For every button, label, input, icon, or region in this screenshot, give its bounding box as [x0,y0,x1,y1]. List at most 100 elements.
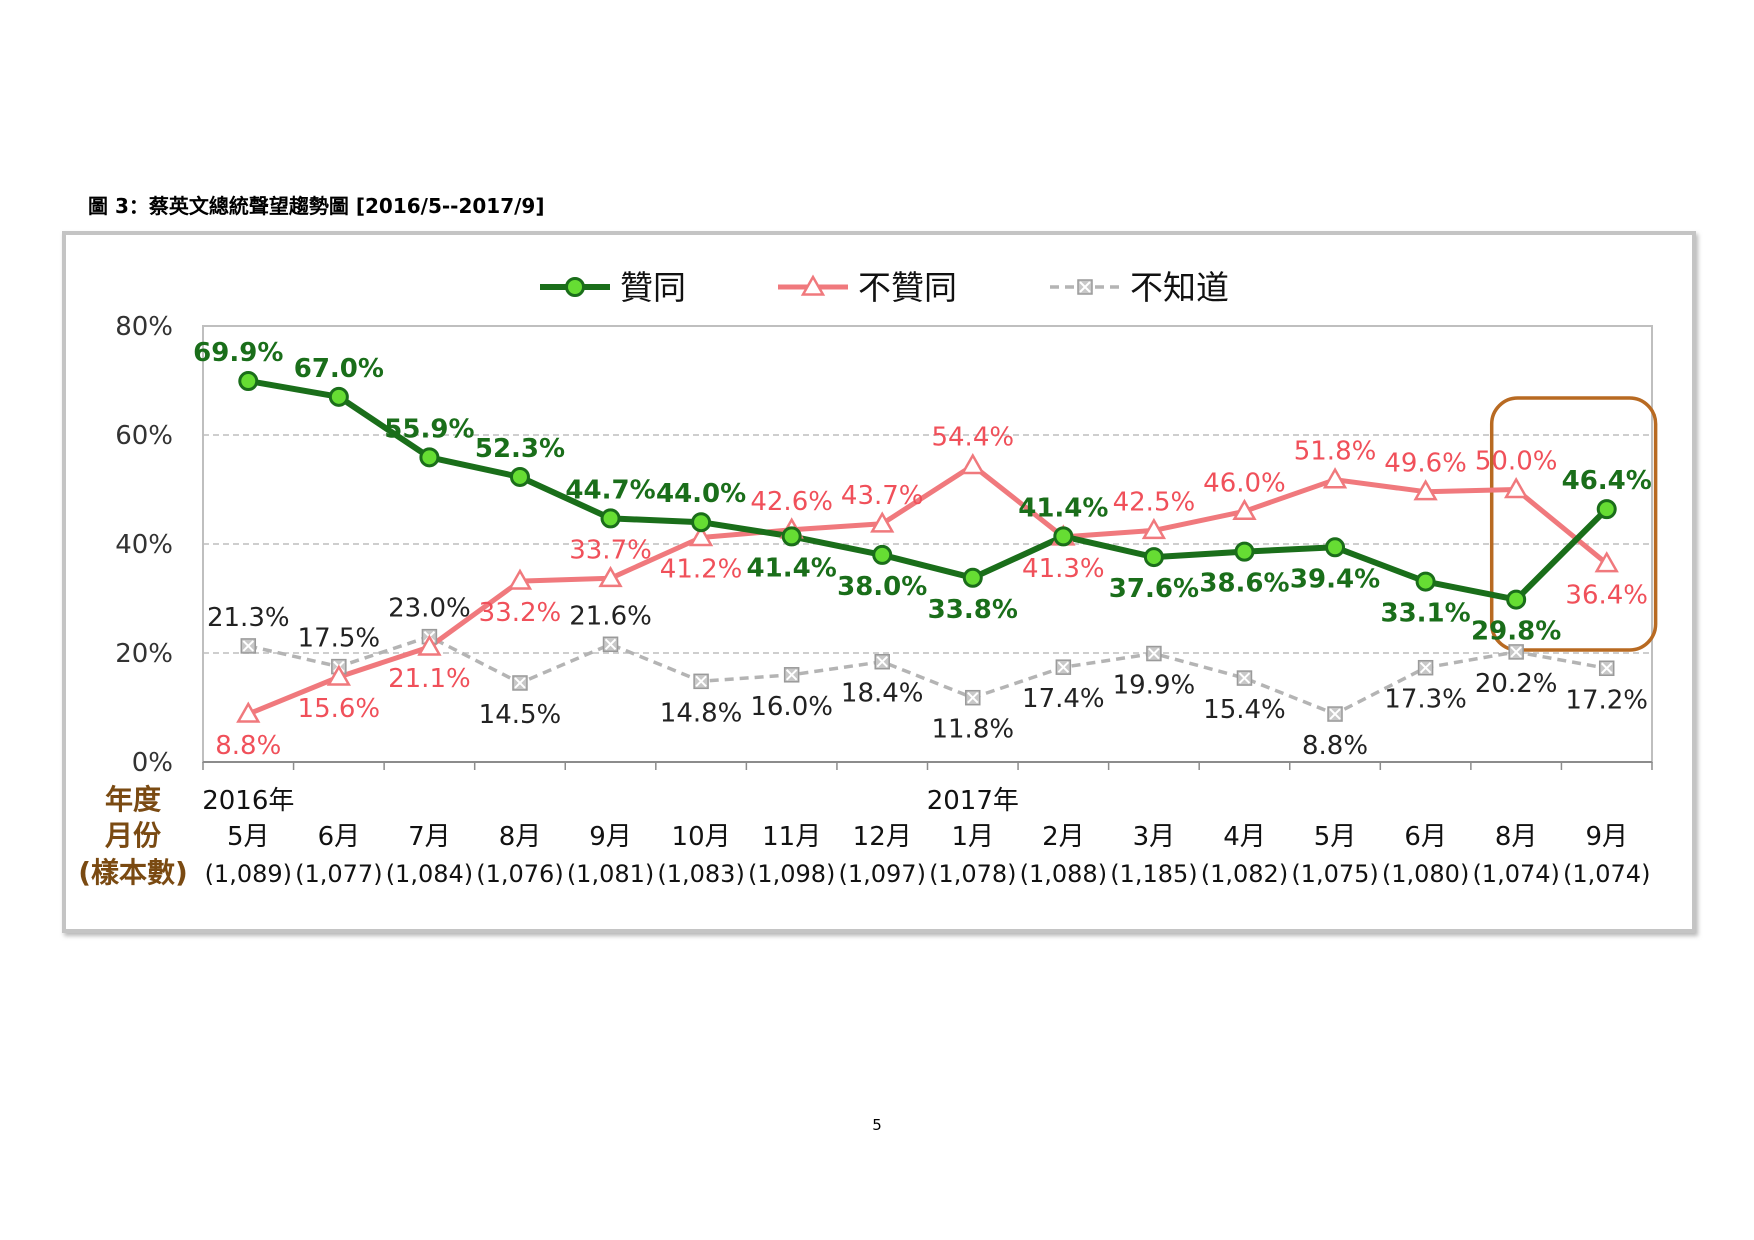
data-label-approve: 38.0% [837,572,927,602]
data-label-dontknow: 17.4% [1022,684,1105,714]
data-label-approve: 69.9% [193,338,283,368]
marker-dontknow [240,638,257,654]
data-label-approve: 33.1% [1380,599,1470,629]
data-label-dontknow: 15.4% [1203,695,1286,725]
data-label-dontknow: 11.8% [931,715,1014,745]
x-month-label: 9月 [1585,822,1628,852]
x-sample-label: (1,185) [1110,860,1197,888]
data-label-approve: 29.8% [1471,617,1561,647]
x-month-label: 4月 [1223,822,1266,852]
marker-approve [781,526,802,547]
x-month-label: 5月 [1314,822,1357,852]
marker-cross [695,675,707,688]
data-label-approve: 44.0% [656,479,746,509]
x-sample-label: (1,089) [205,860,292,888]
marker-dontknow [1417,659,1434,676]
marker-dontknow [1236,670,1253,686]
data-label-approve: 52.3% [475,434,565,464]
marker-cross [604,638,617,650]
marker-disapprove [1594,551,1619,573]
x-month-label: 10月 [672,822,731,852]
marker-approve [600,508,621,529]
marker-dontknow [693,673,709,690]
figure-title: 圖 3：蔡英文總統聲望趨勢圖 [2016/5--2017/9] [88,194,545,218]
x-sample-label: (1,088) [1020,860,1107,888]
data-label-dontknow: 8.8% [1302,731,1368,761]
marker-approve [419,447,440,468]
x-month-label: 3月 [1133,822,1176,852]
data-label-approve: 55.9% [384,414,474,444]
legend-marker-approve [565,277,585,297]
marker-approve [1325,537,1346,558]
marker-approve [1596,499,1617,520]
data-label-dontknow: 19.9% [1113,671,1196,701]
x-month-label: 6月 [1404,822,1447,852]
x-month-label: 9月 [589,822,632,852]
marker-cross [1057,661,1070,673]
data-label-disapprove: 51.8% [1294,437,1377,467]
marker-disapprove [870,511,895,533]
marker-disapprove [688,524,714,547]
data-label-dontknow: 14.8% [660,698,743,728]
marker-approve [1506,589,1527,610]
data-label-disapprove: 33.2% [479,598,562,628]
marker-disapprove [1413,479,1438,501]
marker-cross [785,669,798,681]
y-tick-label: 0% [132,748,173,778]
x-row-label: 月份 [104,819,161,852]
x-month-label: 12月 [853,822,912,852]
data-label-dontknow: 14.5% [479,700,562,730]
data-label-approve: 37.6% [1109,574,1199,604]
x-sample-label: (1,097) [839,860,926,888]
x-month-label: 7月 [408,822,451,852]
data-label-disapprove: 42.5% [1113,487,1196,517]
marker-dontknow [512,675,528,691]
marker-dontknow [1598,660,1615,677]
x-month-label: 1月 [952,822,995,852]
x-year-label: 2016年 [202,786,294,816]
marker-cross [1079,281,1091,293]
y-tick-label: 80% [115,312,173,342]
marker-approve [1234,541,1255,562]
x-month-label: 8月 [1495,822,1538,852]
data-label-dontknow: 17.2% [1565,685,1648,715]
data-label-approve: 38.6% [1199,569,1289,599]
legend-label-dontknow: 不知道 [1130,268,1229,307]
data-label-approve: 33.8% [928,595,1018,625]
marker-disapprove [326,664,351,686]
x-month-label: 8月 [499,822,542,852]
marker-dontknow [1327,706,1343,722]
marker-dontknow [1146,645,1162,662]
y-tick-label: 40% [115,530,173,560]
x-sample-label: (1,078) [929,860,1016,888]
data-label-disapprove: 54.4% [931,423,1014,453]
x-month-label: 5月 [227,822,270,852]
legend-marker-dontknow [1077,279,1093,295]
marker-disapprove [417,634,442,656]
x-sample-label: (1,074) [1472,860,1559,888]
marker-dontknow [965,689,981,706]
data-label-dontknow: 23.0% [388,594,471,624]
data-label-dontknow: 20.2% [1475,669,1558,699]
x-sample-label: (1,084) [386,860,473,888]
marker-cross [514,677,526,689]
x-month-label: 6月 [318,822,361,852]
data-label-disapprove: 41.3% [1022,554,1105,584]
marker-approve [1143,547,1164,568]
marker-dontknow [783,667,800,683]
x-sample-label: (1,074) [1563,860,1650,888]
data-label-disapprove: 42.6% [750,487,833,517]
marker-cross [967,691,979,704]
marker-disapprove [1322,467,1348,489]
series-line-approve [247,378,1609,603]
marker-disapprove [507,568,533,590]
marker-approve [872,544,893,565]
marker-cross [1329,708,1341,720]
x-month-label: 11月 [762,822,821,852]
data-label-disapprove: 43.7% [841,481,924,511]
marker-dontknow [602,636,619,653]
marker-cross [1419,662,1432,674]
y-tick-label: 60% [115,421,173,451]
x-year-label: 2017年 [927,786,1019,816]
